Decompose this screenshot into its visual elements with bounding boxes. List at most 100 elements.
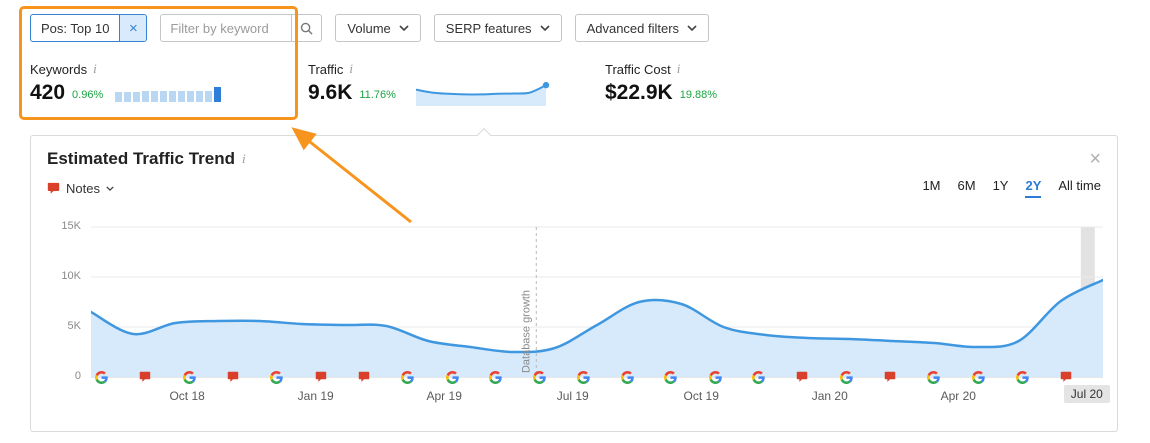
info-icon[interactable]: i [349, 61, 354, 76]
keywords-histogram-bar [187, 91, 195, 102]
traffic-cost-change: 19.88% [679, 89, 718, 101]
keywords-histogram-bar [178, 91, 186, 102]
traffic-stat: Traffic i 9.6K 11.76% [308, 61, 550, 106]
panel-title: Estimated Traffic Trend [47, 149, 235, 168]
google-update-marker[interactable] [445, 370, 459, 384]
volume-filter-dropdown[interactable]: Volume [335, 14, 421, 42]
time-range-selector: 1M 6M 1Y 2Y All time [922, 178, 1101, 198]
google-update-marker[interactable] [664, 370, 678, 384]
x-axis-tick: Apr 20 [940, 389, 976, 403]
traffic-cost-value: $22.9K [605, 81, 673, 104]
keywords-histogram-bar [142, 91, 150, 102]
keyword-filter-group [160, 14, 323, 42]
keywords-histogram-bar [205, 91, 213, 102]
range-1m[interactable]: 1M [922, 178, 941, 193]
google-update-marker[interactable] [182, 370, 196, 384]
google-update-marker[interactable] [752, 370, 766, 384]
note-marker[interactable] [795, 370, 809, 384]
keywords-histogram-bar [115, 92, 123, 102]
google-update-marker[interactable] [532, 370, 546, 384]
note-icon [47, 182, 60, 194]
traffic-sparkline [415, 81, 550, 106]
note-marker[interactable] [138, 370, 152, 384]
traffic-trend-plot[interactable]: Database growth [91, 226, 1103, 378]
traffic-value: 9.6K [308, 81, 353, 104]
x-axis-tick-current: Jul 20 [1063, 385, 1110, 403]
keywords-histogram-bar [214, 87, 222, 102]
note-marker[interactable] [226, 370, 240, 384]
google-update-marker[interactable] [401, 370, 415, 384]
notes-label: Notes [66, 180, 100, 196]
note-marker[interactable] [883, 370, 897, 384]
x-axis-tick: Jan 20 [811, 389, 848, 403]
volume-filter-label: Volume [347, 20, 391, 36]
traffic-cost-stat: Traffic Cost i $22.9K 19.88% [605, 61, 717, 103]
google-update-marker[interactable] [620, 370, 634, 384]
remove-filter-button[interactable]: × [119, 15, 147, 41]
google-update-marker[interactable] [577, 370, 591, 384]
chevron-down-icon [539, 25, 550, 31]
keywords-histogram-bar [151, 91, 159, 102]
keywords-change: 0.96% [72, 89, 104, 101]
svg-text:Database growth: Database growth [520, 290, 532, 373]
position-filter-label: Pos: Top 10 [41, 20, 110, 36]
keywords-stat-label: Keywords [30, 61, 88, 77]
google-update-marker[interactable] [927, 370, 941, 384]
info-icon[interactable]: i [676, 61, 681, 76]
keywords-histogram [115, 87, 222, 102]
google-update-marker[interactable] [708, 370, 722, 384]
advanced-filters-label: Advanced filters [586, 20, 680, 36]
keywords-histogram-bar [196, 91, 204, 102]
timeline-markers [91, 226, 1103, 384]
keyword-filter-input[interactable] [160, 14, 293, 42]
search-icon [301, 22, 313, 35]
note-marker[interactable] [314, 370, 328, 384]
range-1y[interactable]: 1Y [992, 178, 1009, 193]
google-update-marker[interactable] [840, 370, 854, 384]
x-axis-tick: Oct 18 [169, 389, 205, 403]
y-axis-tick: 0 [74, 370, 81, 382]
estimated-traffic-trend-panel: Estimated Traffic Trend i × Notes 1M 6M 1Y… [30, 127, 1118, 432]
chevron-down-icon [106, 185, 114, 191]
google-update-marker[interactable] [94, 370, 108, 384]
google-update-marker[interactable] [489, 370, 503, 384]
note-marker[interactable] [1059, 370, 1073, 384]
keywords-histogram-bar [160, 91, 168, 102]
traffic-change: 11.76% [359, 89, 396, 101]
traffic-cost-stat-label: Traffic Cost [605, 61, 671, 77]
traffic-trend-chart: Database growth 15K 10K 5K 0 Oct 18 Jan 19 Ap… [61, 220, 1110, 411]
note-marker[interactable] [357, 370, 371, 384]
range-2y[interactable]: 2Y [1025, 178, 1042, 198]
keywords-histogram-bar [124, 92, 132, 102]
info-icon[interactable]: i [242, 151, 246, 166]
keywords-histogram-bar [133, 92, 141, 102]
close-icon: × [1089, 148, 1101, 170]
search-button[interactable] [292, 14, 323, 42]
notes-toggle[interactable]: Notes [47, 181, 114, 196]
google-update-marker[interactable] [972, 370, 986, 384]
keywords-histogram-bar [169, 91, 177, 102]
google-update-marker[interactable] [1015, 370, 1029, 384]
info-icon[interactable]: i [93, 61, 97, 76]
x-axis-labels: Oct 18 Jan 19 Apr 19 Jul 19 Oct 19 Jan 20 Apr … [91, 385, 1110, 411]
range-6m[interactable]: 6M [957, 178, 976, 193]
x-axis-tick: Jan 19 [297, 389, 334, 403]
x-axis-tick: Jul 19 [556, 389, 589, 403]
serp-features-label: SERP features [445, 20, 532, 36]
chevron-down-icon [399, 25, 409, 31]
close-panel-button[interactable]: × [1089, 149, 1101, 169]
position-filter-chip[interactable]: Pos: Top 10 × [30, 14, 148, 42]
google-update-marker[interactable] [269, 370, 283, 384]
serp-features-dropdown[interactable]: SERP features [433, 14, 562, 42]
traffic-stat-label: Traffic [308, 61, 344, 77]
y-axis-tick: 10K [61, 270, 81, 282]
range-all-time[interactable]: All time [1058, 178, 1101, 193]
y-axis-tick: 15K [61, 220, 81, 232]
x-axis-tick: Oct 19 [683, 389, 719, 403]
keywords-value: 420 [30, 81, 66, 104]
x-axis-tick: Apr 19 [426, 389, 462, 403]
advanced-filters-dropdown[interactable]: Advanced filters [574, 14, 710, 42]
close-icon: × [129, 19, 138, 37]
filters-toolbar: Pos: Top 10 × Volume SERP features Advan… [30, 14, 710, 42]
